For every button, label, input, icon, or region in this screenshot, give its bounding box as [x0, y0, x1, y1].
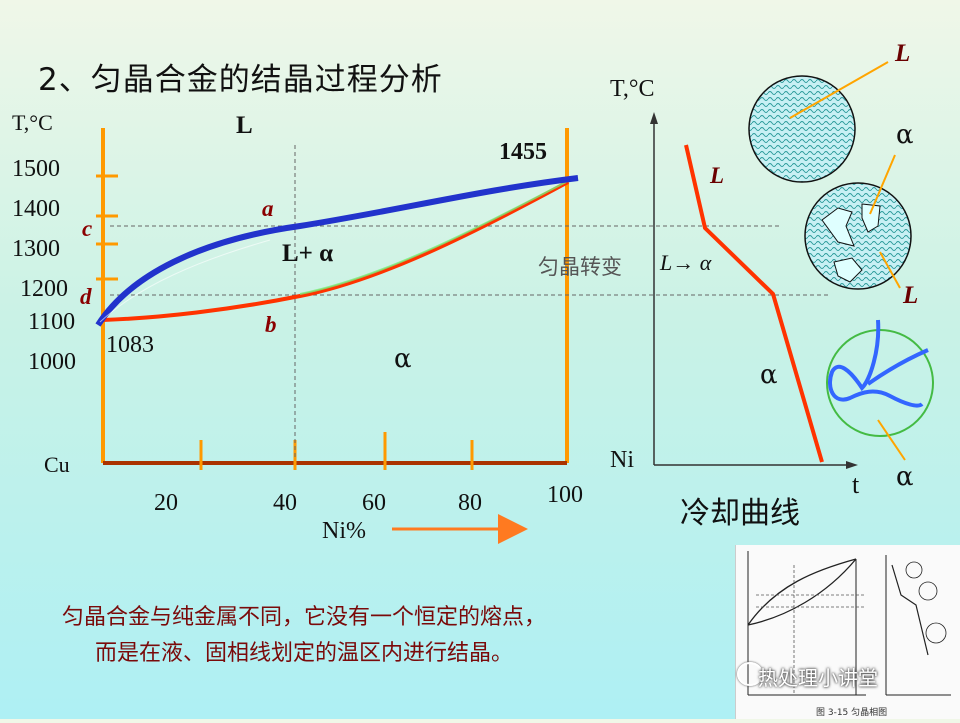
- x-tick-60: 60: [362, 490, 386, 516]
- explanation-note: 匀晶合金与纯金属不同，它没有一个恒定的熔点， 而是在液、固相线划定的温区内进行结…: [62, 600, 546, 672]
- note-line-1: 匀晶合金与纯金属不同，它没有一个恒定的熔点，: [62, 605, 547, 630]
- cu-label: Cu: [44, 452, 70, 477]
- y-axis-label: T,°C: [12, 110, 53, 135]
- y-tick-1000: 1000: [28, 349, 76, 375]
- x-tick-80: 80: [458, 490, 482, 516]
- y-tick-1300: 1300: [12, 236, 60, 262]
- micro-alpha-label-1: α: [896, 120, 914, 150]
- textbook-figure-sketch: [747, 551, 951, 696]
- y-tick-1100: 1100: [28, 309, 76, 335]
- cooling-alpha-label: α: [760, 360, 778, 390]
- textbook-figure-caption: 图 3-15 匀晶相图: [816, 708, 888, 718]
- x-axis-label: Ni%: [322, 518, 366, 544]
- two-phase-microstructure: [804, 154, 912, 290]
- point-b: b: [265, 312, 277, 337]
- ni-melting-point: 1455: [499, 139, 547, 165]
- micro-liquid-label-2: L: [903, 282, 919, 309]
- liquid-microstructure: [748, 75, 856, 183]
- x-tick-100: 100: [547, 482, 583, 508]
- x-tick-20: 20: [154, 490, 178, 516]
- liquid-region-label: L: [236, 112, 253, 139]
- y-tick-1200: 1200: [20, 276, 68, 302]
- point-d: d: [80, 284, 92, 309]
- note-line-2: 而是在液、固相线划定的温区内进行结晶。: [95, 641, 514, 666]
- cooling-y-axis-label: T,°C: [610, 76, 655, 102]
- y-tick-1400: 1400: [12, 196, 60, 222]
- watermark: 热处理小讲堂: [758, 666, 878, 690]
- cooling-curve-axes: [650, 112, 858, 469]
- textbook-figure: 图 3-15 匀晶相图: [735, 545, 960, 719]
- cooling-curve-line: [684, 144, 824, 463]
- solidus-line: [102, 180, 569, 322]
- cooling-x-axis-label: t: [852, 470, 860, 499]
- liquidus-line: [95, 175, 579, 327]
- cooling-curve-caption: 冷却曲线: [680, 496, 800, 531]
- micro-alpha-label-2: α: [896, 462, 914, 492]
- micro-liquid-label-1: L: [895, 40, 911, 67]
- cu-melting-point: 1083: [106, 332, 154, 358]
- cooling-liquid-label: L: [710, 163, 725, 188]
- cooling-ni-label: Ni: [610, 447, 634, 473]
- two-phase-region-label: L+ α: [282, 240, 334, 267]
- solid-region-label: α: [394, 344, 412, 374]
- wechat-icon: [737, 662, 763, 686]
- transformation-formula: L→ α: [660, 250, 712, 275]
- point-c: c: [82, 216, 93, 241]
- transformation-label: 匀晶转变: [538, 255, 622, 279]
- alpha-microstructure: [826, 319, 934, 461]
- x-tick-40: 40: [273, 490, 297, 516]
- slide-title: 2、匀晶合金的结晶过程分析: [38, 62, 443, 98]
- y-tick-1500: 1500: [12, 156, 60, 182]
- point-a: a: [262, 196, 274, 221]
